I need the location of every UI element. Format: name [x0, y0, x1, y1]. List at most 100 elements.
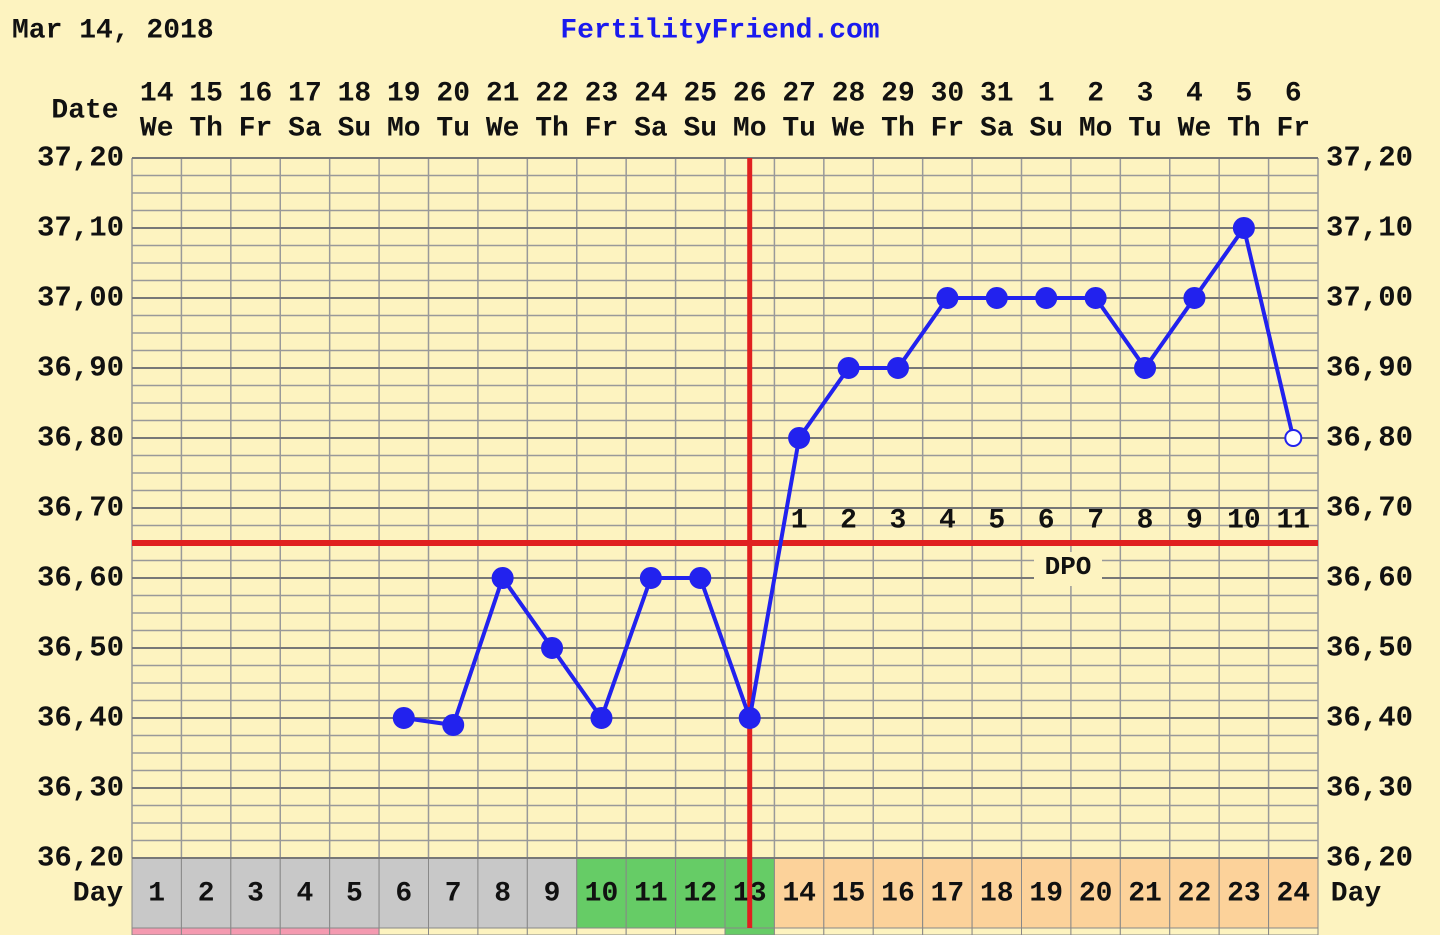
- x-axis-label: Date: [51, 95, 118, 126]
- day-cell: [773, 857, 825, 929]
- y2-tick-label: 36,20: [1326, 842, 1413, 875]
- weekday-label: Fr: [239, 113, 273, 144]
- temperature-point: [491, 567, 514, 589]
- cycle-day: 15: [832, 878, 866, 909]
- bottom-strip: [1021, 927, 1072, 935]
- cycle-day: 22: [1178, 878, 1212, 909]
- y-tick-label: 36,70: [37, 492, 124, 525]
- bottom-strip: [279, 927, 331, 935]
- cycle-day: 23: [1227, 878, 1261, 909]
- y2-tick-label: 36,90: [1326, 352, 1413, 385]
- dpo-label: 11: [1276, 505, 1310, 536]
- temperature-point: [1084, 287, 1107, 309]
- y2-tick-label: 36,30: [1326, 772, 1413, 805]
- bottom-strip: [477, 927, 528, 935]
- temperature-point: [392, 707, 415, 729]
- chart-date: Mar 14, 2018: [12, 15, 214, 46]
- temperature-point: [886, 357, 909, 379]
- bottom-strip: [773, 927, 825, 935]
- dpo-label: 2: [840, 505, 857, 536]
- bottom-strip: [378, 927, 430, 935]
- x-tick-label: 26: [733, 78, 767, 109]
- cycle-day: 8: [494, 878, 511, 909]
- cycle-day: 11: [634, 878, 668, 909]
- y2-tick-label: 36,40: [1326, 702, 1413, 735]
- x-tick-label: 27: [782, 78, 816, 109]
- x-tick-label: 2: [1087, 78, 1104, 109]
- bottom-strip: [1169, 927, 1220, 935]
- y2-tick-label: 37,10: [1326, 212, 1413, 245]
- cycle-day: 17: [931, 878, 965, 909]
- dpo-label: 1: [791, 505, 808, 536]
- cycle-day: 5: [346, 878, 363, 909]
- bottom-strip: [1218, 927, 1270, 935]
- cycle-day: 3: [247, 878, 264, 909]
- day-cell: [1119, 857, 1171, 929]
- x-tick-label: 28: [832, 78, 866, 109]
- x-tick-label: 30: [931, 78, 965, 109]
- y-tick-label: 36,60: [37, 562, 124, 595]
- temperature-point: [738, 707, 761, 729]
- y-tick-label: 36,80: [37, 422, 124, 455]
- y2-tick-label: 36,50: [1326, 632, 1413, 665]
- weekday-label: Th: [881, 113, 915, 144]
- x-tick-label: 5: [1235, 78, 1252, 109]
- bottom-strip: [131, 927, 182, 935]
- weekday-label: Fr: [585, 113, 619, 144]
- bottom-strip: [1268, 927, 1319, 935]
- cycle-day: 24: [1276, 878, 1310, 909]
- temperature-point: [837, 357, 860, 379]
- cycle-day: 4: [297, 878, 314, 909]
- day-cell: [131, 857, 182, 929]
- temperature-point: [1134, 357, 1157, 379]
- weekday-label: We: [832, 113, 866, 144]
- weekday-label: We: [1178, 113, 1212, 144]
- cycle-day: 16: [881, 878, 915, 909]
- weekday-label: Th: [189, 113, 223, 144]
- dpo-title-bg: [1034, 552, 1102, 586]
- x-tick-label: 18: [338, 78, 372, 109]
- weekday-label: Mo: [1079, 113, 1113, 144]
- x-tick-label: 1: [1038, 78, 1055, 109]
- y2-tick-label: 36,70: [1326, 492, 1413, 525]
- x-tick-label: 4: [1186, 78, 1203, 109]
- cycle-day: 14: [782, 878, 816, 909]
- x-tick-label: 6: [1285, 78, 1302, 109]
- x-tick-label: 17: [288, 78, 322, 109]
- bottom-strip: [971, 927, 1022, 935]
- cycle-day: 12: [683, 878, 717, 909]
- y-tick-label: 37,00: [37, 282, 124, 315]
- bottom-strip: [576, 927, 627, 935]
- temperature-point: [788, 427, 811, 449]
- y2-tick-label: 37,20: [1326, 142, 1413, 175]
- x-tick-label: 29: [881, 78, 915, 109]
- cycle-day: 7: [445, 878, 462, 909]
- temperature-point: [442, 714, 465, 736]
- x-tick-label: 21: [486, 78, 520, 109]
- weekday-label: Fr: [1276, 113, 1310, 144]
- weekday-label: Th: [535, 113, 569, 144]
- dpo-label: 3: [890, 505, 907, 536]
- cycle-day: 18: [980, 878, 1014, 909]
- bottom-strip: [1119, 927, 1171, 935]
- day-cell: [1218, 857, 1270, 929]
- day-label: Day: [1331, 878, 1382, 909]
- y-tick-label: 36,30: [37, 772, 124, 805]
- weekday-label: Fr: [931, 113, 965, 144]
- cycle-day: 10: [585, 878, 619, 909]
- y2-tick-label: 37,00: [1326, 282, 1413, 315]
- weekday-label: Su: [1029, 113, 1063, 144]
- y-tick-label: 36,40: [37, 702, 124, 735]
- weekday-label: Th: [1227, 113, 1261, 144]
- weekday-label: Sa: [634, 113, 668, 144]
- temperature-point: [541, 637, 564, 659]
- x-tick-label: 20: [436, 78, 470, 109]
- weekday-label: Tu: [1128, 113, 1162, 144]
- cycle-day: 1: [148, 878, 165, 909]
- weekday-label: Mo: [387, 113, 421, 144]
- bottom-strip: [823, 927, 874, 935]
- y2-tick-label: 36,80: [1326, 422, 1413, 455]
- cycle-day: 20: [1079, 878, 1113, 909]
